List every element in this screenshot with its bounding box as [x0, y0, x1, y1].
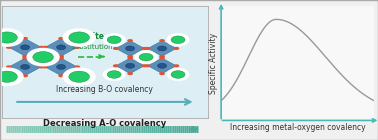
Circle shape	[74, 65, 80, 68]
Circle shape	[159, 56, 165, 60]
Circle shape	[113, 47, 119, 50]
Circle shape	[39, 46, 44, 49]
Polygon shape	[9, 38, 41, 56]
Circle shape	[135, 51, 157, 63]
Circle shape	[174, 64, 179, 67]
Circle shape	[171, 71, 185, 78]
Circle shape	[103, 69, 125, 80]
Circle shape	[158, 63, 167, 68]
Circle shape	[20, 64, 29, 69]
X-axis label: Increasing metal-oxygen covalency: Increasing metal-oxygen covalency	[230, 123, 366, 132]
Text: substitution: substitution	[72, 44, 113, 50]
Polygon shape	[45, 38, 77, 56]
Circle shape	[0, 68, 23, 85]
Circle shape	[139, 53, 153, 61]
Circle shape	[0, 29, 23, 46]
Circle shape	[145, 47, 150, 50]
Circle shape	[22, 57, 28, 60]
Y-axis label: Specific Activity: Specific Activity	[209, 32, 218, 94]
Circle shape	[125, 46, 135, 51]
Polygon shape	[148, 58, 177, 74]
Circle shape	[42, 65, 48, 68]
Circle shape	[0, 71, 17, 82]
Circle shape	[57, 45, 66, 50]
Circle shape	[22, 37, 28, 40]
Circle shape	[127, 39, 133, 42]
Circle shape	[58, 74, 64, 77]
Circle shape	[127, 55, 133, 58]
Text: A-site: A-site	[80, 32, 105, 41]
Circle shape	[58, 57, 64, 60]
Text: Increasing B-O covalency: Increasing B-O covalency	[56, 85, 153, 94]
Circle shape	[174, 47, 179, 50]
Circle shape	[58, 55, 64, 58]
Circle shape	[167, 69, 189, 80]
Circle shape	[0, 32, 17, 43]
Circle shape	[158, 46, 167, 51]
Polygon shape	[148, 41, 177, 56]
Circle shape	[6, 46, 12, 49]
Circle shape	[125, 63, 135, 68]
Circle shape	[27, 48, 59, 66]
Polygon shape	[45, 58, 77, 76]
Text: Decreasing A-O covalency: Decreasing A-O covalency	[43, 119, 167, 128]
Circle shape	[63, 29, 95, 46]
Circle shape	[57, 64, 66, 69]
Circle shape	[113, 64, 119, 67]
Circle shape	[107, 71, 121, 78]
Circle shape	[159, 55, 165, 58]
Circle shape	[22, 55, 28, 58]
Circle shape	[171, 36, 185, 44]
Circle shape	[127, 56, 133, 60]
Circle shape	[167, 34, 189, 46]
Circle shape	[159, 39, 165, 42]
Polygon shape	[116, 41, 144, 56]
Circle shape	[63, 68, 95, 85]
Circle shape	[22, 74, 28, 77]
Circle shape	[74, 46, 80, 49]
Circle shape	[6, 65, 12, 68]
Circle shape	[142, 47, 147, 50]
Circle shape	[145, 64, 150, 67]
Circle shape	[159, 72, 165, 75]
Circle shape	[33, 52, 53, 63]
Circle shape	[103, 34, 125, 46]
Circle shape	[142, 64, 147, 67]
Circle shape	[107, 36, 121, 44]
Circle shape	[58, 37, 64, 40]
Polygon shape	[9, 58, 41, 76]
Polygon shape	[116, 58, 144, 74]
Circle shape	[69, 71, 90, 82]
Circle shape	[127, 72, 133, 75]
Circle shape	[20, 45, 29, 50]
Circle shape	[39, 65, 44, 68]
Circle shape	[69, 32, 90, 43]
Circle shape	[42, 46, 48, 49]
